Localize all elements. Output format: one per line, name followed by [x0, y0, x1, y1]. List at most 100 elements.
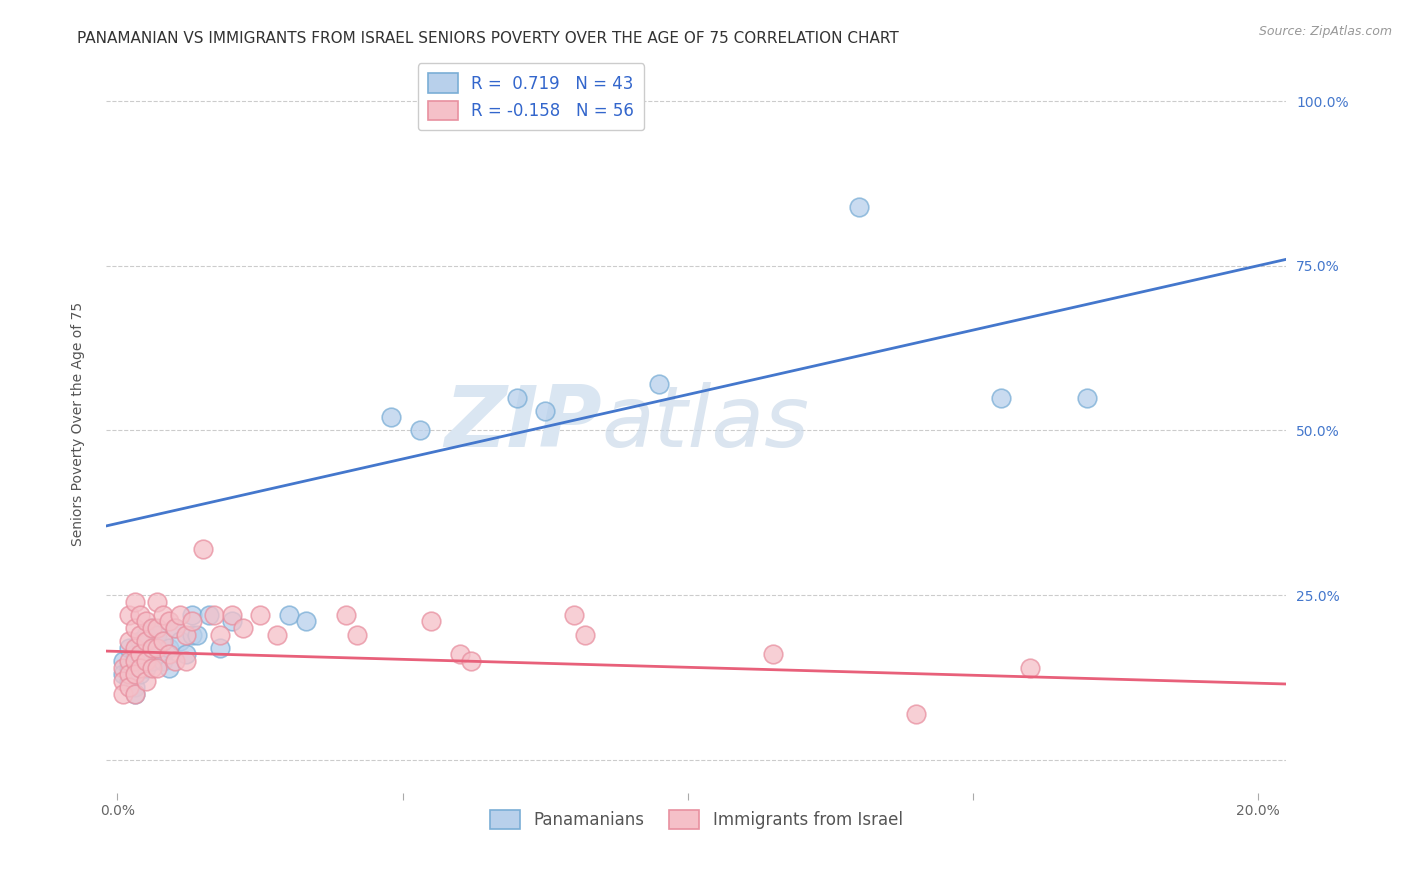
Point [163, 621, 186, 635]
Point [129, 634, 152, 648]
Text: PANAMANIAN VS IMMIGRANTS FROM ISRAEL SENIORS POVERTY OVER THE AGE OF 75 CORRELAT: PANAMANIAN VS IMMIGRANTS FROM ISRAEL SEN… [77, 31, 898, 46]
Y-axis label: Seniors Poverty Over the Age of 75: Seniors Poverty Over the Age of 75 [72, 301, 86, 546]
Point [209, 627, 232, 641]
Point [124, 621, 146, 635]
Point [1018, 660, 1040, 674]
Point [146, 648, 169, 662]
Point [112, 667, 135, 681]
Point [118, 673, 141, 688]
Point [209, 640, 232, 655]
Point [112, 660, 135, 674]
Point [141, 621, 163, 635]
Point [157, 615, 180, 629]
Point [169, 607, 191, 622]
Point [141, 654, 163, 668]
Point [124, 667, 146, 681]
Point [124, 687, 146, 701]
Point [118, 607, 141, 622]
Point [135, 615, 157, 629]
Point [157, 640, 180, 655]
Point [124, 667, 146, 681]
Point [266, 627, 288, 641]
Point [124, 654, 146, 668]
Point [574, 627, 596, 641]
Point [118, 660, 141, 674]
Point [420, 615, 443, 629]
Text: Source: ZipAtlas.com: Source: ZipAtlas.com [1258, 25, 1392, 38]
Point [141, 621, 163, 635]
Point [990, 391, 1012, 405]
Point [118, 634, 141, 648]
Point [186, 627, 208, 641]
Point [146, 660, 169, 674]
Point [135, 660, 157, 674]
Point [141, 660, 163, 674]
Point [848, 200, 870, 214]
Point [180, 627, 202, 641]
Point [562, 607, 585, 622]
Text: ZIP: ZIP [444, 383, 602, 466]
Point [460, 654, 482, 668]
Point [335, 607, 357, 622]
Point [346, 627, 368, 641]
Point [174, 627, 197, 641]
Point [449, 648, 471, 662]
Point [141, 640, 163, 655]
Point [135, 654, 157, 668]
Point [135, 648, 157, 662]
Point [124, 640, 146, 655]
Point [112, 673, 135, 688]
Point [124, 681, 146, 695]
Point [135, 634, 157, 648]
Point [129, 654, 152, 668]
Point [163, 621, 186, 635]
Point [141, 640, 163, 655]
Point [409, 424, 432, 438]
Point [204, 607, 226, 622]
Point [505, 391, 527, 405]
Point [294, 615, 316, 629]
Point [174, 648, 197, 662]
Point [129, 667, 152, 681]
Point [152, 607, 174, 622]
Point [152, 634, 174, 648]
Point [135, 627, 157, 641]
Point [118, 681, 141, 695]
Point [129, 627, 152, 641]
Point [221, 607, 243, 622]
Point [904, 706, 927, 721]
Point [221, 615, 243, 629]
Point [277, 607, 299, 622]
Point [157, 660, 180, 674]
Point [1076, 391, 1098, 405]
Point [146, 621, 169, 635]
Point [124, 595, 146, 609]
Point [152, 634, 174, 648]
Point [129, 607, 152, 622]
Point [191, 541, 214, 556]
Point [129, 660, 152, 674]
Point [157, 648, 180, 662]
Point [146, 595, 169, 609]
Point [174, 654, 197, 668]
Point [534, 403, 557, 417]
Point [197, 607, 219, 622]
Point [129, 648, 152, 662]
Point [124, 648, 146, 662]
Point [232, 621, 254, 635]
Point [135, 673, 157, 688]
Point [648, 377, 671, 392]
Point [118, 667, 141, 681]
Point [124, 687, 146, 701]
Point [146, 627, 169, 641]
Point [180, 607, 202, 622]
Point [169, 634, 191, 648]
Point [380, 410, 402, 425]
Point [112, 654, 135, 668]
Point [163, 654, 186, 668]
Point [249, 607, 271, 622]
Text: atlas: atlas [602, 383, 810, 466]
Legend: Panamanians, Immigrants from Israel: Panamanians, Immigrants from Israel [484, 804, 910, 836]
Point [762, 648, 785, 662]
Point [180, 615, 202, 629]
